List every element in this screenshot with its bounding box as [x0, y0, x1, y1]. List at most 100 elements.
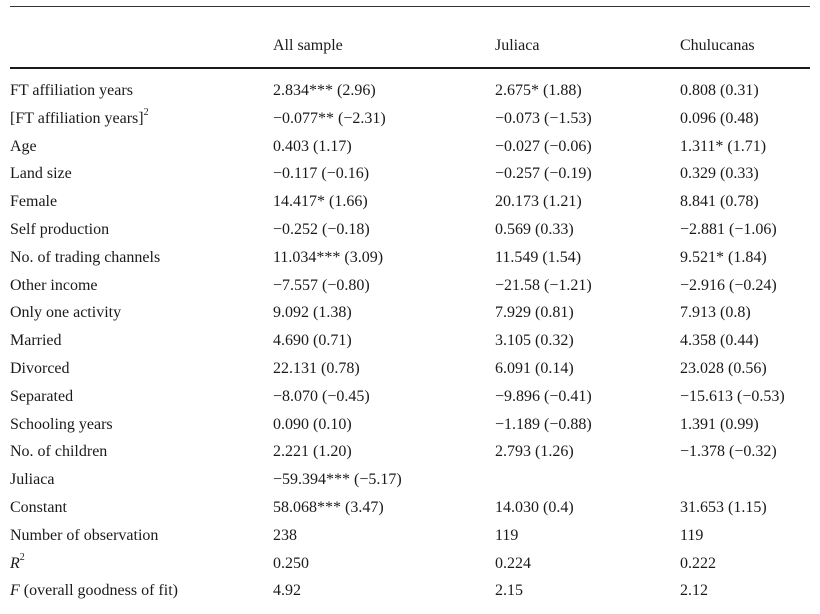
- column-header-juliaca: Juliaca: [495, 37, 540, 54]
- row-label: R2: [10, 552, 25, 574]
- table-row: [FT affiliation years]2 −0.077** (−2.31) −…: [0, 107, 820, 129]
- table-row: No. of children 2.221 (1.20) 2.793 (1.26) −…: [0, 442, 820, 462]
- cell-chulucanas: 119: [680, 526, 704, 544]
- table-header-rule: [10, 67, 810, 69]
- cell-chulucanas: 31.653 (1.15): [680, 499, 767, 516]
- row-label: Juliaca: [10, 470, 54, 490]
- cell-all-sample: −59.394*** (−5.17): [273, 471, 402, 489]
- cell-chulucanas: 0.808 (0.31): [680, 82, 759, 99]
- row-label-text: Separated: [10, 387, 74, 405]
- cell-juliaca: 0.224: [495, 554, 531, 572]
- cell-juliaca: 2.793 (1.26): [495, 443, 574, 461]
- row-label: F (overall goodness of fit): [10, 581, 178, 601]
- table-row: Constant 58.068*** (3.47) 14.030 (0.4) 31.6…: [0, 498, 820, 518]
- cell-chulucanas: 1.391 (0.99): [680, 415, 759, 433]
- row-label-text: [FT affiliation years]: [10, 109, 144, 127]
- cell-juliaca: 6.091 (0.14): [495, 360, 574, 377]
- table-row: Other income −7.557 (−0.80) −21.58 (−1.21)…: [0, 276, 820, 296]
- row-label-text: Only one activity: [10, 304, 122, 322]
- table-row: Schooling years 0.090 (0.10) −1.189 (−0.88…: [0, 415, 820, 435]
- cell-juliaca: −21.58 (−1.21): [495, 276, 592, 294]
- cell-all-sample: 22.131 (0.78): [273, 360, 360, 377]
- cell-all-sample: 2.834*** (2.96): [273, 82, 376, 99]
- cell-all-sample: −8.070 (−0.45): [273, 387, 370, 405]
- cell-juliaca: −0.257 (−0.19): [495, 165, 592, 183]
- cell-all-sample: −7.557 (−0.80): [273, 276, 370, 294]
- row-label-text: Juliaca: [10, 471, 55, 489]
- column-header-all-sample: All sample: [273, 37, 343, 54]
- cell-chulucanas: 4.358 (0.44): [680, 332, 759, 350]
- cell-all-sample: −0.077** (−2.31): [273, 109, 386, 127]
- cell-all-sample: −0.117 (−0.16): [273, 165, 370, 183]
- table-row: Divorced 22.131 (0.78) 6.091 (0.14) 23.028 …: [0, 359, 820, 379]
- row-label: Divorced: [10, 359, 70, 379]
- cell-juliaca: −9.896 (−0.41): [495, 387, 592, 405]
- table-row: Land size −0.117 (−0.16) −0.257 (−0.19) 0.3…: [0, 164, 820, 184]
- row-label-text: Land size: [10, 165, 72, 183]
- cell-all-sample: 2.221 (1.20): [273, 443, 352, 461]
- row-label-text: Schooling years: [10, 415, 113, 433]
- cell-chulucanas: −2.881 (−1.06): [680, 221, 777, 238]
- row-label: No. of children: [10, 442, 107, 462]
- cell-chulucanas: 8.841 (0.78): [680, 193, 759, 211]
- row-label: Self production: [10, 220, 109, 240]
- column-header-chulucanas: Chulucanas: [680, 37, 755, 54]
- table-row: FT affiliation years 2.834*** (2.96) 2.675…: [0, 81, 820, 101]
- table-row: No. of trading channels 11.034*** (3.09) 1…: [0, 248, 820, 268]
- cell-all-sample: 0.250: [273, 554, 309, 572]
- row-label: Age: [10, 137, 37, 157]
- cell-chulucanas: 23.028 (0.56): [680, 360, 767, 377]
- cell-juliaca: 2.675* (1.88): [495, 82, 582, 99]
- row-label-text: No. of trading channels: [10, 248, 161, 266]
- row-label: Only one activity: [10, 303, 121, 323]
- cell-all-sample: 4.92: [273, 582, 301, 600]
- table-row: Female 14.417* (1.66) 20.173 (1.21) 8.841 (…: [0, 192, 820, 212]
- cell-all-sample: 0.403 (1.17): [273, 137, 352, 155]
- row-label: Separated: [10, 387, 73, 407]
- cell-chulucanas: 9.521* (1.84): [680, 248, 767, 266]
- cell-chulucanas: −15.613 (−0.53): [680, 387, 785, 405]
- row-label-text: Self production: [10, 221, 110, 238]
- cell-chulucanas: −1.378 (−0.32): [680, 443, 777, 461]
- row-label-superscript: 2: [143, 107, 149, 119]
- row-label-text: Female: [10, 193, 58, 211]
- table-row: Age 0.403 (1.17) −0.027 (−0.06) 1.311* (1.7…: [0, 137, 820, 157]
- row-label-text: Other income: [10, 276, 98, 294]
- cell-juliaca: −0.073 (−1.53): [495, 109, 592, 127]
- row-label: Schooling years: [10, 415, 113, 435]
- cell-all-sample: −0.252 (−0.18): [273, 221, 370, 238]
- cell-chulucanas: 7.913 (0.8): [680, 304, 751, 322]
- cell-chulucanas: −2.916 (−0.24): [680, 276, 777, 294]
- cell-all-sample: 58.068*** (3.47): [273, 499, 384, 516]
- row-label: [FT affiliation years]2: [10, 107, 149, 129]
- cell-all-sample: 238: [273, 526, 297, 544]
- table-row: Only one activity 9.092 (1.38) 7.929 (0.81…: [0, 303, 820, 323]
- cell-juliaca: 7.929 (0.81): [495, 304, 574, 322]
- row-label: Land size: [10, 164, 72, 184]
- cell-chulucanas: 2.12: [680, 582, 708, 600]
- cell-juliaca: −1.189 (−0.88): [495, 415, 592, 433]
- row-label-text: FT affiliation years: [10, 82, 133, 99]
- cell-chulucanas: 0.096 (0.48): [680, 109, 759, 127]
- table-row: Separated −8.070 (−0.45) −9.896 (−0.41) −15…: [0, 387, 820, 407]
- cell-juliaca: 11.549 (1.54): [495, 248, 582, 266]
- table-row: Number of observation 238 119 119: [0, 526, 820, 546]
- cell-juliaca: −0.027 (−0.06): [495, 137, 592, 155]
- row-label-superscript: 2: [19, 552, 25, 564]
- row-label: FT affiliation years: [10, 81, 133, 101]
- cell-all-sample: 0.090 (0.10): [273, 415, 352, 433]
- row-label-text: Constant: [10, 499, 67, 516]
- cell-all-sample: 9.092 (1.38): [273, 304, 352, 322]
- cell-all-sample: 4.690 (0.71): [273, 332, 352, 350]
- cell-juliaca: 3.105 (0.32): [495, 332, 574, 350]
- row-label-text: Divorced: [10, 360, 70, 377]
- cell-chulucanas: 1.311* (1.71): [680, 137, 767, 155]
- cell-juliaca: 0.569 (0.33): [495, 221, 574, 238]
- row-label: Constant: [10, 498, 67, 518]
- cell-juliaca: 2.15: [495, 582, 523, 600]
- row-label: Female: [10, 192, 57, 212]
- table-row: Married 4.690 (0.71) 3.105 (0.32) 4.358 (0.…: [0, 331, 820, 351]
- table-row: Juliaca −59.394*** (−5.17): [0, 470, 820, 490]
- row-label-text: (overall goodness of fit): [19, 582, 178, 600]
